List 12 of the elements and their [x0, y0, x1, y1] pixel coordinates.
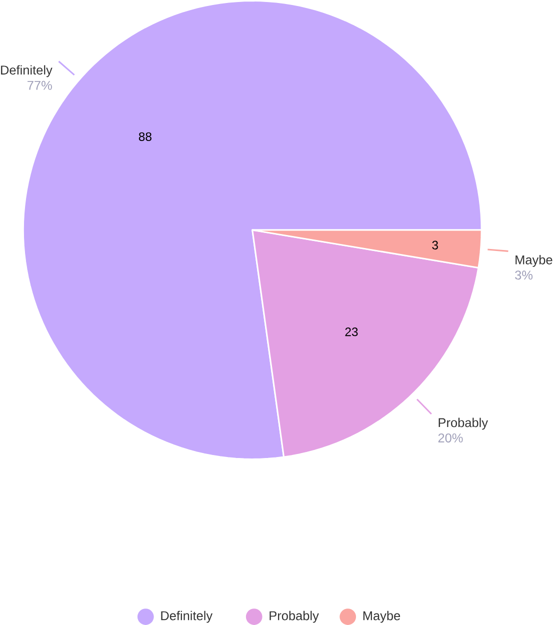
data-label: 3 [432, 240, 438, 250]
legend-label: Probably [270, 610, 319, 623]
slice-label: Definitely [1, 65, 52, 78]
legend-label: Maybe [364, 610, 400, 623]
text: 20% [438, 433, 463, 442]
text: 77% [28, 80, 52, 90]
legend-label: Definitely [161, 610, 213, 623]
data-label: 88 [139, 132, 152, 141]
text: 3% [515, 270, 533, 280]
data-label: 23 [345, 328, 358, 336]
slice-label: Probably [438, 418, 488, 430]
slice-label: Maybe [516, 254, 552, 267]
